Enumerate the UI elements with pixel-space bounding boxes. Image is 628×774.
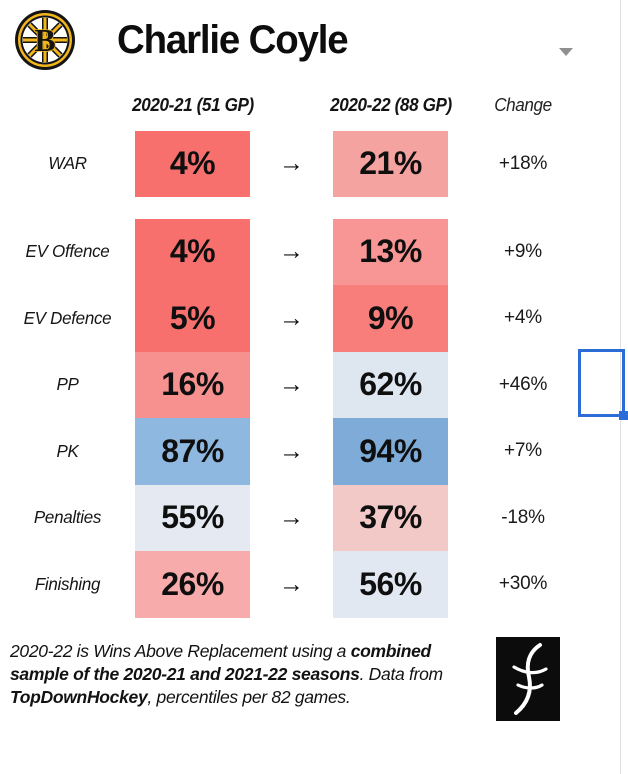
arrow-right-icon: → xyxy=(279,237,304,266)
table-row: PK 87% → 94% +7% xyxy=(0,418,628,485)
svg-text:B: B xyxy=(34,22,55,58)
table-row: Finishing 26% → 56% +30% xyxy=(0,551,628,618)
percentile-box-2020-22: 9% xyxy=(333,285,448,352)
selection-rectangle[interactable] xyxy=(578,349,628,420)
jfresh-logo xyxy=(496,637,560,721)
arrow-right-icon: → xyxy=(279,149,304,178)
bruins-team-logo-icon: B xyxy=(15,10,75,70)
percentile-box-2020-21: 5% xyxy=(135,285,250,352)
percentile-box-2020-22: 13% xyxy=(333,218,448,285)
arrow-right-icon: → xyxy=(279,569,304,598)
arrow-right-icon: → xyxy=(279,503,304,532)
change-value: +30% xyxy=(498,573,548,595)
arrow-right-icon: → xyxy=(279,370,304,399)
page-title: Charlie Coyle xyxy=(117,18,349,62)
percentile-box-2020-21: 55% xyxy=(135,484,250,551)
table-row: EV Defence 5% → 9% +4% xyxy=(0,285,628,352)
table-row: EV Offence 4% → 13% +9% xyxy=(0,218,628,285)
change-value: +7% xyxy=(504,440,542,462)
footnote-bold-sample: combined sample of the 2020-21 and 2021-… xyxy=(10,641,431,685)
change-value: +18% xyxy=(498,152,548,174)
percentile-box-2020-22: 62% xyxy=(333,351,448,418)
column-header-2020-22: 2020-22 (88 GP) xyxy=(330,95,452,115)
change-value: -18% xyxy=(501,506,545,528)
percentile-box-2020-22: 56% xyxy=(333,551,448,618)
percentile-box-2020-22: 21% xyxy=(333,130,448,197)
column-header-change: Change xyxy=(494,95,552,115)
row-label: EV Defence xyxy=(23,307,112,328)
arrow-right-icon: → xyxy=(279,303,304,332)
percentile-box-2020-21: 4% xyxy=(135,130,250,197)
percentile-box-2020-22: 37% xyxy=(333,484,448,551)
footnote-text: 2020-22 is Wins Above Replacement using … xyxy=(10,641,351,661)
table-row: Penalties 55% → 37% -18% xyxy=(0,484,628,551)
percentile-box-2020-21: 16% xyxy=(135,351,250,418)
change-value: +4% xyxy=(504,307,542,329)
footnote: 2020-22 is Wins Above Replacement using … xyxy=(10,640,490,709)
row-label: PK xyxy=(56,440,79,461)
footnote-text: , percentiles per 82 games. xyxy=(147,687,351,708)
selection-resize-handle[interactable] xyxy=(619,411,628,420)
footnote-text: . Data from xyxy=(359,664,444,685)
change-value: +46% xyxy=(498,373,548,395)
row-label: PP xyxy=(56,374,79,395)
row-label: Finishing xyxy=(34,573,101,594)
table-row: WAR 4% → 21% +18% xyxy=(0,130,628,197)
row-label: EV Offence xyxy=(25,241,110,262)
percentile-box-2020-21: 26% xyxy=(135,551,250,618)
table-row: PP 16% → 62% +46% xyxy=(0,351,628,418)
arrow-right-icon: → xyxy=(279,436,304,465)
footnote-bold-source: TopDownHockey xyxy=(10,687,148,708)
row-label: Penalties xyxy=(33,507,102,528)
chevron-down-icon[interactable] xyxy=(559,48,573,56)
row-label: WAR xyxy=(48,153,87,174)
column-header-2020-21: 2020-21 (51 GP) xyxy=(132,95,254,115)
change-value: +9% xyxy=(504,240,542,262)
percentile-box-2020-22: 94% xyxy=(333,418,448,485)
card-right-divider xyxy=(620,0,621,774)
percentile-box-2020-21: 87% xyxy=(135,418,250,485)
percentile-box-2020-21: 4% xyxy=(135,218,250,285)
